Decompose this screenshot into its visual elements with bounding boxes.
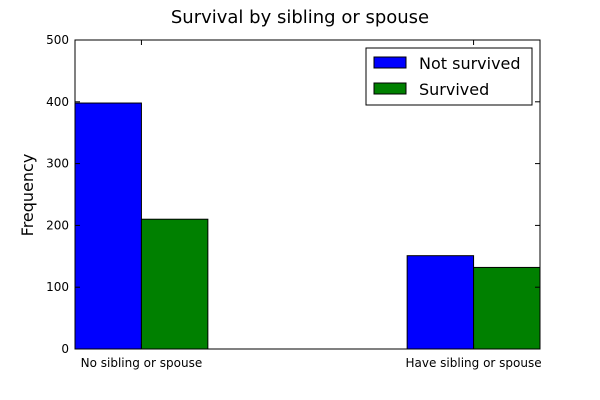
- y-tick-label-1: 100: [46, 280, 69, 294]
- legend-label-survived: Survived: [419, 80, 489, 99]
- bar-survived-1: [473, 266, 541, 350]
- legend: Not survived Survived: [365, 47, 533, 106]
- y-tick-label-0: 0: [61, 342, 69, 356]
- chart-title: Survival by sibling or spouse: [171, 7, 429, 28]
- x-tick-label-0: No sibling or spouse: [81, 356, 203, 370]
- y-tick-label-3: 300: [46, 157, 69, 171]
- legend-label-not-survived: Not survived: [419, 54, 521, 73]
- x-tick-label-1: Have sibling or spouse: [406, 356, 542, 370]
- bar-not-survived-1: [406, 255, 475, 350]
- y-tick-label-2: 200: [46, 218, 69, 232]
- y-tick-label-4: 400: [46, 95, 69, 109]
- y-tick-label-5: 500: [46, 33, 69, 47]
- plot-area: No sibling or spouse Have sibling or spou…: [46, 33, 542, 370]
- legend-swatch-survived: [373, 82, 407, 95]
- y-axis-label: Frequency: [18, 154, 37, 237]
- plot-frame: [74, 39, 541, 350]
- legend-swatch-not-survived: [373, 56, 407, 69]
- bar-survived-0: [140, 218, 209, 350]
- bar-not-survived-0: [74, 102, 142, 350]
